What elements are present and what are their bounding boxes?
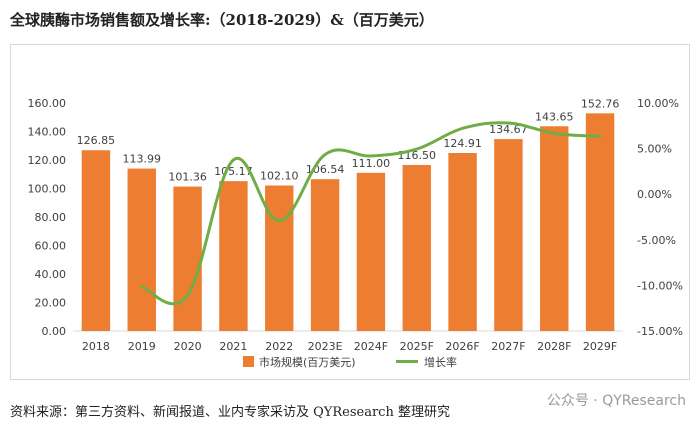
bar-data-label: 126.85 — [77, 134, 116, 147]
x-tick-label: 2021 — [219, 340, 247, 353]
x-tick-label: 2025F — [400, 340, 434, 353]
bar — [127, 168, 156, 331]
bar — [585, 113, 615, 331]
watermark: 公众号 · QYResearch — [546, 393, 686, 409]
y-right-tick-label: -5.00% — [637, 234, 676, 247]
bar — [356, 172, 386, 331]
bar — [494, 139, 523, 331]
y-right-tick-label: 5.00% — [637, 143, 672, 156]
y-right-tick-label: 10.00% — [637, 97, 679, 110]
bar-data-label: 101.36 — [168, 171, 207, 184]
bar-data-label: 113.99 — [123, 153, 162, 166]
bar — [265, 185, 294, 331]
y-right-tick-label: 0.00% — [637, 188, 672, 201]
bar — [173, 186, 202, 331]
x-tick-label: 2019 — [128, 340, 156, 353]
bar-data-label: 134.67 — [489, 123, 528, 136]
y-left-tick-label: 0.00 — [42, 325, 67, 338]
growth-rate-line — [140, 121, 602, 306]
x-tick-label: 2022 — [265, 340, 293, 353]
bar-data-label: 152.76 — [581, 97, 620, 110]
y-left-tick-label: 60.00 — [35, 240, 67, 253]
bar-data-label: 111.00 — [352, 157, 391, 170]
y-left-tick-label: 80.00 — [35, 211, 67, 224]
legend-swatch-bar — [243, 356, 254, 367]
chart-title: 全球胰酶市场销售额及增长率:（2018-2029）&（百万美元） — [10, 11, 434, 29]
bar — [540, 126, 569, 331]
x-tick-label: 2020 — [174, 340, 202, 353]
x-tick-label: 2024F — [354, 340, 388, 353]
source-note: 资料来源：第三方资料、新闻报道、业内专家采访及 QYResearch 整理研究 — [10, 405, 450, 420]
x-tick-label: 2018 — [82, 340, 110, 353]
bar — [219, 181, 248, 331]
y-left-tick-label: 40.00 — [35, 268, 67, 281]
legend-label-line: 增长率 — [424, 355, 457, 369]
x-tick-label: 2029F — [583, 340, 617, 353]
bar-data-label: 102.10 — [260, 170, 299, 183]
legend-label-bar: 市场规模(百万美元) — [259, 355, 356, 369]
chart-area: 0.00 20.00 40.00 60.00 80.00 100.00 120.00 140.… — [10, 44, 690, 380]
y-right-tick-label: -10.00% — [637, 279, 683, 292]
x-tick-label: 2023E — [308, 340, 343, 353]
bar-data-label: 124.91 — [443, 137, 482, 150]
y-left-tick-label: 20.00 — [35, 297, 67, 310]
bar-data-label: 143.65 — [535, 110, 574, 123]
chart-svg: 0.00 20.00 40.00 60.00 80.00 100.00 120.00 140.… — [28, 97, 683, 369]
bar — [81, 150, 111, 331]
bar — [402, 164, 431, 331]
bar — [448, 153, 477, 331]
x-tick-label: 2028F — [537, 340, 571, 353]
y-left-tick-label: 120.00 — [28, 154, 67, 167]
y-right-tick-label: -15.00% — [637, 325, 683, 338]
bar — [310, 179, 340, 331]
x-tick-label: 2027F — [491, 340, 525, 353]
y-left-tick-label: 140.00 — [28, 126, 67, 139]
y-left-tick-label: 160.00 — [28, 97, 67, 110]
y-left-tick-label: 100.00 — [28, 183, 67, 196]
x-tick-label: 2026F — [445, 340, 479, 353]
